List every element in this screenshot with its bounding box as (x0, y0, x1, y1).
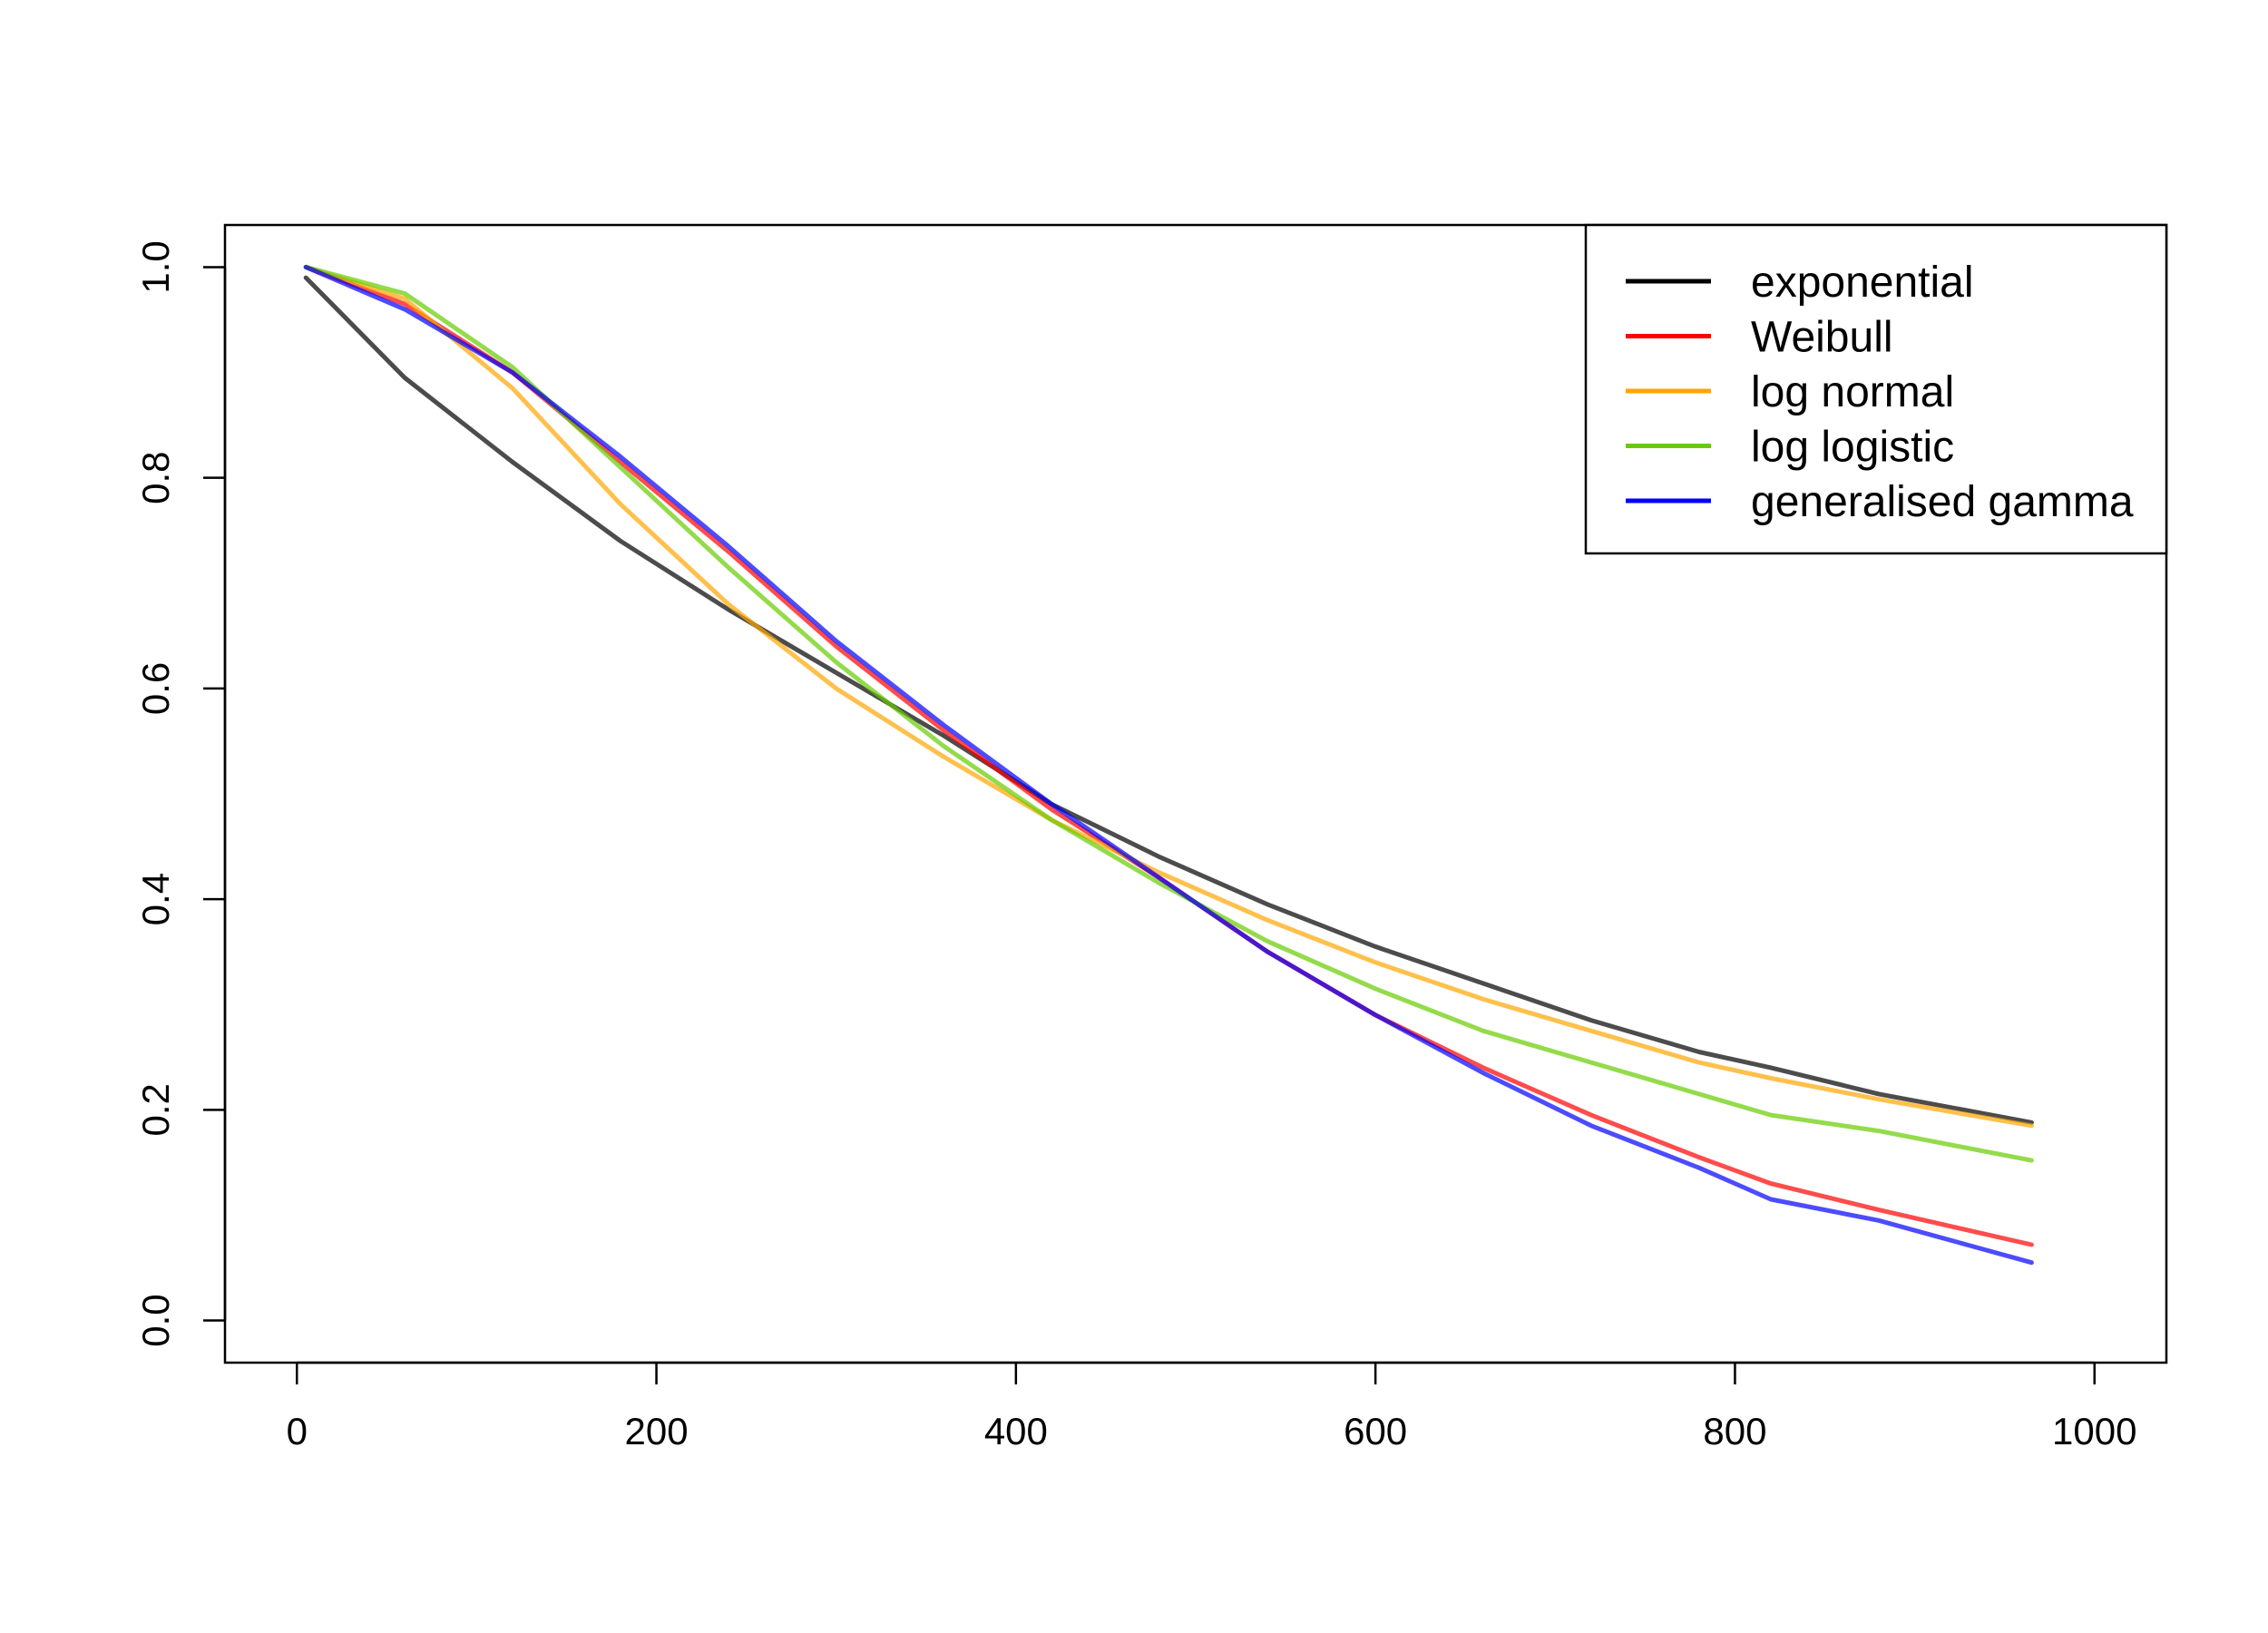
x-tick-label: 1000 (2052, 1410, 2136, 1452)
x-tick-label: 400 (984, 1410, 1048, 1452)
y-axis: 0.0 0.2 0.4 0.6 0.8 1.0 (134, 240, 227, 1347)
y-tick-label: 0.2 (134, 1083, 177, 1136)
series-line-log-logistic (303, 264, 2034, 1163)
series-line-exponential (303, 275, 2034, 1125)
y-tick-label: 0.8 (134, 451, 177, 504)
y-tick-label: 0.4 (134, 873, 177, 925)
legend-label: log logistic (1751, 424, 1954, 472)
legend: exponential Weibull log normal log logistic… (1584, 223, 2168, 555)
legend-label: log normal (1751, 368, 1954, 416)
y-tick-label: 0.6 (134, 662, 177, 715)
legend-label: generalised gamma (1751, 478, 2134, 526)
y-tick-label: 0.0 (134, 1294, 177, 1346)
x-tick-label: 200 (625, 1410, 689, 1452)
x-tick-label: 0 (287, 1410, 308, 1452)
series-layer (303, 264, 2034, 1266)
series-line-log-normal (303, 264, 2034, 1129)
x-tick-label: 800 (1703, 1410, 1766, 1452)
legend-label: exponential (1751, 259, 1974, 307)
series-line-generalised-gamma (303, 264, 2034, 1266)
x-tick-label: 600 (1344, 1410, 1407, 1452)
x-axis: 0 200 400 600 800 1000 (287, 1361, 2136, 1452)
legend-label: Weibull (1751, 314, 1893, 362)
y-tick-label: 1.0 (134, 240, 177, 293)
